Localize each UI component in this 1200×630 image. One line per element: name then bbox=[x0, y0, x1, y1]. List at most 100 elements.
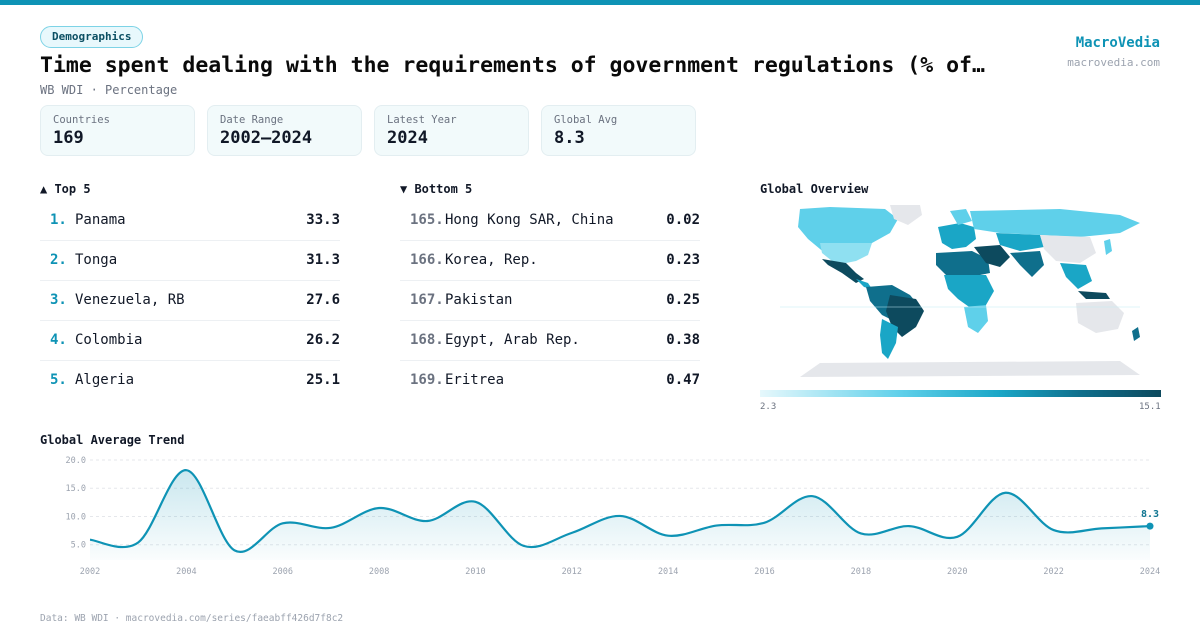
list-item[interactable]: 169. Eritrea 0.47 bbox=[400, 361, 700, 401]
map-region-usa[interactable] bbox=[820, 243, 872, 263]
stat-card-date-range: Date Range 2002–2024 bbox=[207, 105, 362, 156]
bottom5-list: 165. Hong Kong SAR, China 0.02 166. Kore… bbox=[400, 201, 700, 401]
map-region-europe[interactable] bbox=[938, 223, 976, 249]
list-item[interactable]: 1. Panama 33.3 bbox=[40, 201, 340, 241]
list-item[interactable]: 168. Egypt, Arab Rep. 0.38 bbox=[400, 321, 700, 361]
rank-number: 2. bbox=[50, 252, 67, 268]
x-tick-label: 2010 bbox=[465, 567, 485, 577]
stat-label: Global Avg bbox=[554, 114, 618, 126]
list-item[interactable]: 165. Hong Kong SAR, China 0.02 bbox=[400, 201, 700, 241]
x-tick-label: 2022 bbox=[1043, 567, 1063, 577]
stat-card-global-avg: Global Avg 8.3 bbox=[541, 105, 696, 156]
country-name: Panama bbox=[75, 212, 126, 228]
world-map-svg[interactable] bbox=[760, 203, 1160, 383]
map-region-scandinavia[interactable] bbox=[950, 209, 972, 225]
map-legend-gradient bbox=[760, 390, 1161, 397]
rank-number: 3. bbox=[50, 292, 67, 308]
x-tick-label: 2024 bbox=[1140, 567, 1160, 577]
trend-x-axis: 2002 2004 2006 2008 2010 2012 2014 2016 2018 2020… bbox=[80, 567, 1160, 577]
x-tick-label: 2008 bbox=[369, 567, 389, 577]
map-region-south-america-south[interactable] bbox=[880, 319, 898, 359]
trend-line[interactable] bbox=[89, 469, 1151, 554]
country-name: Hong Kong SAR, China bbox=[445, 212, 614, 228]
country-name: Pakistan bbox=[445, 292, 513, 308]
trend-y-axis: 20.0 15.0 10.0 5.0 bbox=[66, 456, 86, 551]
y-tick-label: 10.0 bbox=[66, 512, 86, 522]
stat-card-latest-year: Latest Year 2024 bbox=[374, 105, 529, 156]
stat-value: 169 bbox=[53, 128, 84, 148]
list-item[interactable]: 2. Tonga 31.3 bbox=[40, 241, 340, 281]
world-choropleth-map[interactable] bbox=[760, 203, 1160, 383]
country-name: Egypt, Arab Rep. bbox=[445, 332, 580, 348]
country-value: 0.38 bbox=[666, 332, 700, 348]
map-region-australia[interactable] bbox=[1076, 301, 1124, 333]
map-region-north-africa[interactable] bbox=[936, 251, 990, 277]
brand-url[interactable]: macrovedia.com bbox=[1067, 56, 1160, 69]
rank-number: 168. bbox=[410, 332, 444, 348]
map-region-central-america[interactable] bbox=[856, 279, 872, 289]
map-region-indonesia[interactable] bbox=[1078, 291, 1110, 299]
map-region-southern-africa[interactable] bbox=[964, 305, 988, 333]
x-tick-label: 2018 bbox=[851, 567, 871, 577]
x-tick-label: 2020 bbox=[947, 567, 967, 577]
map-legend-max: 15.1 bbox=[1139, 402, 1161, 412]
country-value: 0.25 bbox=[666, 292, 700, 308]
map-region-middle-east[interactable] bbox=[974, 245, 1010, 267]
rank-number: 169. bbox=[410, 372, 444, 388]
category-tag[interactable]: Demographics bbox=[40, 26, 144, 48]
rank-number: 167. bbox=[410, 292, 444, 308]
map-region-southeast-asia[interactable] bbox=[1060, 263, 1092, 289]
trend-title: Global Average Trend bbox=[40, 433, 185, 447]
country-value: 25.1 bbox=[306, 372, 340, 388]
list-item[interactable]: 3. Venezuela, RB 27.6 bbox=[40, 281, 340, 321]
map-region-russia[interactable] bbox=[970, 209, 1140, 237]
stat-card-countries: Countries 169 bbox=[40, 105, 195, 156]
bottom5-title: ▼ Bottom 5 bbox=[400, 182, 473, 196]
country-name: Algeria bbox=[75, 372, 135, 388]
country-value: 31.3 bbox=[306, 252, 340, 268]
list-item[interactable]: 166. Korea, Rep. 0.23 bbox=[400, 241, 700, 281]
x-tick-label: 2014 bbox=[658, 567, 678, 577]
map-region-antarctica[interactable] bbox=[800, 361, 1140, 377]
map-region-mexico[interactable] bbox=[822, 259, 864, 283]
country-value: 26.2 bbox=[306, 332, 340, 348]
rank-number: 166. bbox=[410, 252, 444, 268]
country-name: Korea, Rep. bbox=[445, 252, 538, 268]
map-region-central-africa[interactable] bbox=[944, 275, 994, 309]
source-footer[interactable]: Data: WB WDI · macrovedia.com/series/fae… bbox=[40, 613, 344, 624]
map-title: Global Overview bbox=[760, 182, 869, 196]
map-region-central-asia[interactable] bbox=[996, 233, 1044, 251]
map-region-new-zealand[interactable] bbox=[1132, 327, 1140, 341]
y-tick-label: 5.0 bbox=[71, 541, 86, 551]
list-item[interactable]: 4. Colombia 26.2 bbox=[40, 321, 340, 361]
top-accent-bar bbox=[0, 0, 1200, 5]
country-name: Venezuela, RB bbox=[75, 292, 185, 308]
list-item[interactable]: 167. Pakistan 0.25 bbox=[400, 281, 700, 321]
list-item[interactable]: 5. Algeria 25.1 bbox=[40, 361, 340, 401]
brand-logo[interactable]: MacroVedia bbox=[1075, 35, 1160, 51]
page-title: Time spent dealing with the requirements… bbox=[40, 53, 985, 78]
stat-label: Date Range bbox=[220, 114, 284, 126]
country-value: 0.02 bbox=[666, 212, 700, 228]
y-tick-label: 15.0 bbox=[66, 484, 86, 494]
x-tick-label: 2016 bbox=[754, 567, 774, 577]
rank-number: 4. bbox=[50, 332, 67, 348]
trend-area-fill bbox=[90, 470, 1150, 560]
x-tick-label: 2012 bbox=[562, 567, 582, 577]
stat-label: Countries bbox=[53, 114, 110, 126]
map-legend-min: 2.3 bbox=[760, 402, 777, 412]
map-region-china[interactable] bbox=[1040, 235, 1096, 263]
rank-number: 1. bbox=[50, 212, 67, 228]
trend-chart[interactable]: 20.0 15.0 10.0 5.0 2002 2004 2006 2008 2010 2012… bbox=[0, 450, 1200, 590]
x-tick-label: 2006 bbox=[272, 567, 292, 577]
country-value: 27.6 bbox=[306, 292, 340, 308]
x-tick-label: 2004 bbox=[176, 567, 196, 577]
trend-last-point[interactable] bbox=[1146, 522, 1154, 530]
map-region-greenland[interactable] bbox=[890, 205, 922, 225]
stat-value: 2024 bbox=[387, 128, 428, 148]
stat-label: Latest Year bbox=[387, 114, 457, 126]
trend-last-value-label: 8.3 bbox=[1141, 509, 1159, 520]
map-region-south-asia[interactable] bbox=[1010, 251, 1044, 277]
page-subtitle: WB WDI · Percentage bbox=[40, 83, 178, 97]
map-region-japan[interactable] bbox=[1104, 239, 1112, 255]
